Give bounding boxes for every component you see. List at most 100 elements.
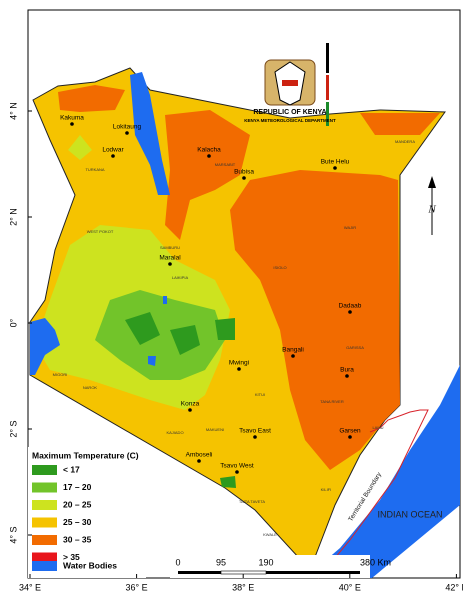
scale-label: 0 xyxy=(175,557,180,567)
town-dot xyxy=(237,367,241,371)
legend-swatch xyxy=(32,552,57,563)
logo: REPUBLIC OF KENYA KENYA METEOROLOGICAL D… xyxy=(244,43,336,126)
legend-label: 30 – 35 xyxy=(63,534,92,544)
lon-label: 38° E xyxy=(232,582,254,592)
town-dot xyxy=(188,408,192,412)
town-dot xyxy=(242,176,246,180)
county-label: KAJIADO xyxy=(166,430,183,435)
hot-zone-north xyxy=(165,110,250,240)
lon-label: 36° E xyxy=(126,582,148,592)
scale-label: 190 xyxy=(258,557,273,567)
lake-turkana xyxy=(130,72,170,195)
legend-label: 17 – 20 xyxy=(63,482,92,492)
town-dot xyxy=(125,131,129,135)
county-label: MAKUENI xyxy=(206,427,224,432)
county-label: WEST POKOT xyxy=(87,229,114,234)
county-label: TAITA TAVETA xyxy=(239,499,266,504)
town-label: Bangali xyxy=(282,347,304,354)
legend-label: < 17 xyxy=(63,464,80,474)
lat-label: 4° S xyxy=(8,526,18,543)
town-label: Maralal xyxy=(159,255,181,262)
town-label: Bubisa xyxy=(234,169,254,176)
shield-band xyxy=(282,80,298,86)
small-lakes xyxy=(148,296,167,366)
lat-label: 4° N xyxy=(8,102,18,120)
town-dot xyxy=(235,470,239,474)
town-label: Amboseli xyxy=(186,452,213,459)
town-dot xyxy=(207,154,211,158)
town-label: Lokitaung xyxy=(113,124,142,131)
hot-zone-northeast xyxy=(360,113,440,135)
county-label: WAJIR xyxy=(344,225,356,230)
town-dot xyxy=(333,166,337,170)
county-label: SAMBURU xyxy=(160,245,180,250)
county-label: ISIOLO xyxy=(273,265,286,270)
county-label: NAROK xyxy=(83,385,98,390)
republic: REPUBLIC OF KENYA xyxy=(253,109,326,116)
scale-label: 95 xyxy=(216,557,226,567)
north-arrow-head xyxy=(428,176,436,188)
town-dot xyxy=(70,122,74,126)
scale-bar-a xyxy=(178,571,221,574)
town-label: Lodwar xyxy=(102,147,124,154)
flag-black xyxy=(326,43,329,73)
legend-swatch xyxy=(32,535,57,545)
legend-label: 20 – 25 xyxy=(63,499,92,509)
county-label: GARISSA xyxy=(346,345,364,350)
town-dot xyxy=(168,262,172,266)
town-label: Bura xyxy=(340,367,354,374)
town-dot xyxy=(111,154,115,158)
town-dot xyxy=(197,459,201,463)
town-dot xyxy=(348,435,352,439)
town-label: Dadaab xyxy=(339,303,362,310)
town-dot xyxy=(348,310,352,314)
legend-swatch xyxy=(32,500,57,510)
town-label: Tsavo West xyxy=(220,463,254,470)
county-label: MARSABIT xyxy=(215,162,236,167)
lat-label: 2° S xyxy=(8,420,18,437)
county-label: TANA RIVER xyxy=(320,399,344,404)
legend-swatch xyxy=(32,482,57,493)
legend-title: Maximum Temperature (C) xyxy=(32,450,139,460)
flag-green xyxy=(326,102,329,126)
legend-label: 25 – 30 xyxy=(63,517,92,527)
department: KENYA METEOROLOGICAL DEPARTMENT xyxy=(244,118,336,123)
legend-label: > 35 xyxy=(63,552,80,562)
legend-label: Water Bodies xyxy=(63,560,117,570)
town-dot xyxy=(345,374,349,378)
scale-bar-c xyxy=(266,571,360,574)
flag-red xyxy=(326,75,329,100)
legend-swatch xyxy=(32,561,57,571)
hot-zone-northwest xyxy=(58,85,125,112)
legend-swatch xyxy=(32,517,57,528)
lake-victoria xyxy=(30,318,60,375)
town-label: Bute Helu xyxy=(321,159,350,166)
lat-label: 0° xyxy=(8,318,18,327)
lon-label: 34° E xyxy=(19,582,41,592)
hot-zone-east xyxy=(230,170,400,470)
county-label: LAMU xyxy=(372,425,383,430)
lon-label: 40° E xyxy=(339,582,361,592)
lon-label: 42° E xyxy=(445,582,463,592)
territorial-boundary xyxy=(317,409,429,579)
town-dot xyxy=(253,435,257,439)
lat-label: 2° N xyxy=(8,208,18,226)
town-label: Konza xyxy=(181,401,200,408)
ocean-label: INDIAN OCEAN xyxy=(377,509,442,519)
county-label: TURKANA xyxy=(85,167,104,172)
ocean xyxy=(305,365,460,578)
county-label: MANDERA xyxy=(395,139,415,144)
town-label: Kakuma xyxy=(60,115,84,122)
legend-swatch xyxy=(32,465,57,475)
scale-bar-b xyxy=(220,570,267,575)
town-label: Mwingi xyxy=(229,360,249,367)
scale-label: 380 Km xyxy=(360,557,391,567)
county-label: LAIKIPIA xyxy=(172,275,189,280)
town-dot xyxy=(291,354,295,358)
county-label: MIGORI xyxy=(53,372,68,377)
coldest-zone xyxy=(125,312,236,488)
town-label: Garsen xyxy=(339,428,361,435)
town-label: Tsavo East xyxy=(239,428,271,435)
county-label: KITUI xyxy=(255,392,265,397)
